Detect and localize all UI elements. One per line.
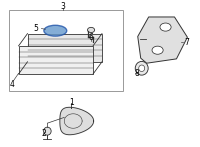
Text: 4: 4	[9, 80, 14, 89]
Polygon shape	[138, 17, 187, 63]
Text: 7: 7	[184, 38, 189, 47]
Text: 1: 1	[69, 98, 74, 107]
Ellipse shape	[139, 65, 145, 72]
Text: 6: 6	[89, 33, 94, 42]
Circle shape	[87, 27, 95, 33]
Bar	[28, 34, 102, 62]
Ellipse shape	[135, 61, 148, 75]
Text: 2: 2	[41, 129, 46, 138]
Circle shape	[160, 23, 171, 31]
Bar	[9, 10, 123, 91]
Text: 5: 5	[33, 24, 38, 33]
Polygon shape	[60, 107, 94, 135]
Ellipse shape	[44, 127, 51, 135]
Bar	[19, 46, 93, 74]
Text: 3: 3	[61, 2, 66, 11]
Text: 8: 8	[134, 69, 139, 78]
Ellipse shape	[44, 25, 67, 36]
Circle shape	[152, 46, 163, 54]
